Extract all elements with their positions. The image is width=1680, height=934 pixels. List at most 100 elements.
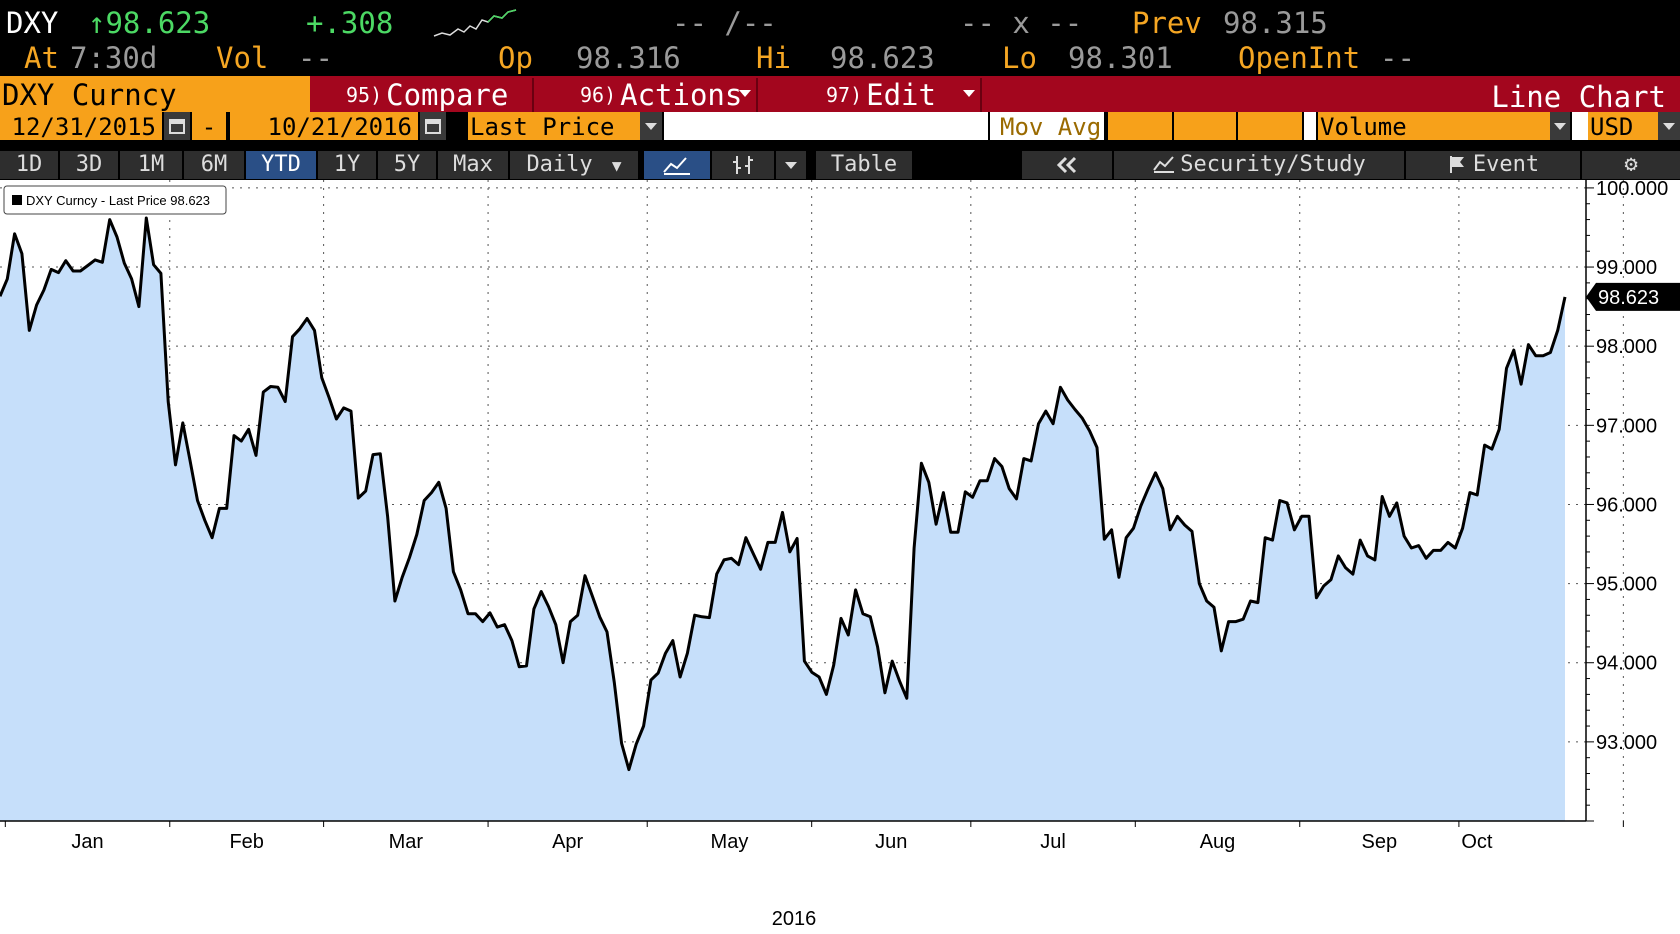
y-tick-label: 96.000 xyxy=(1596,494,1657,516)
flag-icon xyxy=(1449,156,1464,173)
bid-ask: -- /-- xyxy=(672,6,777,40)
price-line xyxy=(0,216,1567,772)
x-tick-label: Jun xyxy=(875,831,907,853)
y-tick-label: 98.000 xyxy=(1596,336,1657,358)
time-value: 7:30d xyxy=(70,41,158,75)
toolbar-divider xyxy=(532,78,534,112)
calendar-icon[interactable] xyxy=(420,112,446,140)
y-tick-label: 93.000 xyxy=(1596,732,1657,754)
chevron-down-icon: ▼ xyxy=(611,156,622,175)
range-button-6m[interactable]: 6M xyxy=(184,151,244,179)
mov-avg-input-1[interactable] xyxy=(1108,112,1172,140)
compare-button[interactable]: 95) Compare xyxy=(346,76,508,114)
openint-value: -- xyxy=(1380,41,1415,75)
range-button-max[interactable]: Max xyxy=(438,151,508,179)
period-select[interactable]: Daily ▼ xyxy=(510,151,638,179)
x-tick-label: Mar xyxy=(389,831,424,853)
chart-style-dropdown-icon[interactable] xyxy=(776,151,806,179)
chevron-down-icon[interactable] xyxy=(1658,112,1680,140)
range-button-ytd[interactable]: YTD xyxy=(246,151,316,179)
x-tick-label: Apr xyxy=(552,831,583,853)
size: -- x -- xyxy=(960,6,1083,40)
x-tick-label: Feb xyxy=(229,831,263,853)
mov-avg-input-2[interactable] xyxy=(1174,112,1236,140)
study-icon xyxy=(1153,156,1175,173)
prev-value: 98.315 xyxy=(1223,6,1328,40)
openint-label: OpenInt xyxy=(1238,41,1361,75)
high-value: 98.623 xyxy=(830,41,935,75)
y-axis-labels: 93.000 94.000 95.000 96.000 97.000 98.000 99.0… xyxy=(1596,180,1668,754)
range-button-1m[interactable]: 1M xyxy=(120,151,182,179)
actions-num: 96) xyxy=(580,83,617,107)
range-button-1d[interactable]: 1D xyxy=(0,151,58,179)
range-button-1y[interactable]: 1Y xyxy=(318,151,376,179)
date-separator: - xyxy=(192,112,226,141)
chart-axes xyxy=(0,180,1624,827)
x-axis-labels: Jan Feb Mar Apr May Jun Jul Aug Sep Oct xyxy=(71,831,1492,853)
y-tick-label: 95.000 xyxy=(1596,574,1657,596)
x-tick-label: Sep xyxy=(1362,831,1398,853)
security-field[interactable]: DXY Curncy xyxy=(0,76,310,114)
toolbar-divider xyxy=(980,78,982,112)
toolbar-divider xyxy=(756,78,758,112)
vol-label: Vol xyxy=(216,41,269,75)
high-label: Hi xyxy=(756,41,791,75)
security-study-button[interactable]: Security/Study xyxy=(1114,151,1404,179)
y-tick-label: 94.000 xyxy=(1596,653,1657,675)
double-chevron-left-icon[interactable] xyxy=(1022,151,1112,179)
calendar-icon[interactable] xyxy=(164,112,190,140)
compare-label: Compare xyxy=(386,78,509,112)
period-label: Daily xyxy=(526,152,593,177)
compare-num: 95) xyxy=(346,83,383,107)
y-tick-label: 100.000 xyxy=(1596,180,1668,200)
y-tick-label: 99.000 xyxy=(1596,257,1657,279)
price-field-select[interactable]: Last Price xyxy=(468,112,640,141)
currency-select[interactable]: USD xyxy=(1588,112,1658,141)
actions-label: Actions xyxy=(620,78,743,112)
bar-chart-icon[interactable] xyxy=(712,151,774,179)
edit-dropdown-icon[interactable] xyxy=(962,89,976,99)
edit-button[interactable]: 97) Edit xyxy=(826,76,936,114)
x-tick-label: Aug xyxy=(1200,831,1236,853)
x-tick-label: Jan xyxy=(71,831,103,853)
legend-label: DXY Curncy - Last Price 98.623 xyxy=(26,193,210,208)
event-button[interactable]: Event xyxy=(1406,151,1580,179)
line-chart-icon[interactable] xyxy=(644,151,710,179)
edit-label: Edit xyxy=(866,78,936,112)
mov-avg-label[interactable]: Mov Avg xyxy=(990,112,1104,141)
ticker: DXY xyxy=(6,6,59,40)
open-value: 98.316 xyxy=(576,41,681,75)
mov-avg-input-3[interactable] xyxy=(1238,112,1302,140)
event-label: Event xyxy=(1472,152,1540,177)
last-price-marker-label: 98.623 xyxy=(1598,287,1659,309)
spacer xyxy=(1572,112,1588,140)
last-price: ↑98.623 xyxy=(88,6,210,40)
range-button-3d[interactable]: 3D xyxy=(60,151,118,179)
open-label: Op xyxy=(498,41,533,75)
volume-select[interactable]: Volume xyxy=(1318,112,1550,141)
start-date-input[interactable]: 12/31/2015 xyxy=(0,112,162,141)
actions-dropdown-icon[interactable] xyxy=(738,89,752,99)
last-price-marker: 98.623 xyxy=(1586,282,1680,311)
gear-icon[interactable]: ⚙ xyxy=(1582,151,1680,179)
net-change: +.308 xyxy=(306,6,394,40)
legend-box[interactable] xyxy=(3,185,227,215)
spacer xyxy=(1304,112,1316,140)
x-axis-year-label: 2016 xyxy=(772,908,817,930)
sparkline-icon xyxy=(433,9,517,37)
range-button-5y[interactable]: 5Y xyxy=(378,151,436,179)
chevron-down-icon[interactable] xyxy=(640,112,662,140)
x-tick-label: Oct xyxy=(1461,831,1493,853)
x-tick-label: May xyxy=(711,831,749,853)
y-tick-label: 97.000 xyxy=(1596,415,1657,437)
edit-num: 97) xyxy=(826,83,863,107)
x-tick-label: Jul xyxy=(1040,831,1066,853)
chevron-down-icon[interactable] xyxy=(1550,112,1570,140)
last-price-value: 98.623 xyxy=(105,6,211,40)
vol-value: -- xyxy=(298,41,333,75)
actions-button[interactable]: 96) Actions xyxy=(580,76,742,114)
end-date-input[interactable]: 10/21/2016 xyxy=(230,112,418,141)
chart-type-label[interactable]: Line Chart xyxy=(1491,80,1666,114)
price-chart[interactable]: 93.000 94.000 95.000 96.000 97.000 98.000 99.0… xyxy=(0,180,1680,934)
table-button[interactable]: Table xyxy=(816,151,912,179)
